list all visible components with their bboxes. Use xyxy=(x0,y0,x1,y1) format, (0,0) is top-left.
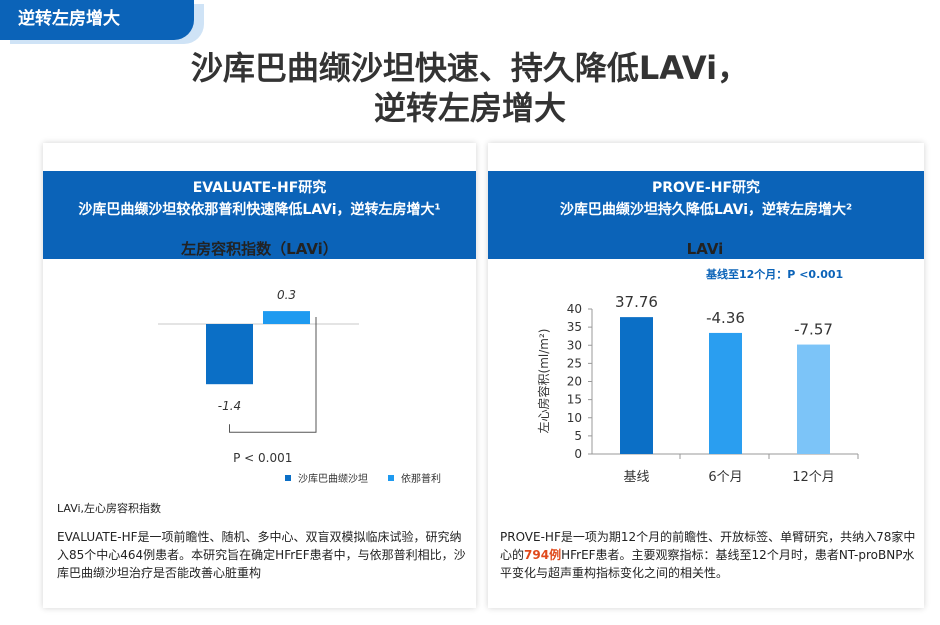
bar-label-3: -7.57 xyxy=(794,321,833,339)
bar-label-2: 0.3 xyxy=(277,288,296,302)
x-tick-label-2: 6个月 xyxy=(708,470,742,485)
legend-swatch-2 xyxy=(388,475,394,481)
headline-line1: 沙库巴曲缬沙坦快速、持久降低LAVi， xyxy=(190,49,750,87)
bar-label-1: 37.76 xyxy=(615,293,658,311)
y-tick-label-25: 25 xyxy=(567,356,582,370)
evaluate-chart: -1.4 0.3 P < 0.001 沙库巴曲缬沙坦 依那普利 xyxy=(158,288,441,485)
bar-label-2: -4.36 xyxy=(706,309,745,327)
y-tick-label-30: 30 xyxy=(567,338,582,352)
bar-1 xyxy=(620,317,653,454)
prove-description: PROVE-HF是一项为期12个月的前瞻性、开放标签、单臂研究，共纳入78家中心… xyxy=(500,528,918,582)
y-tick-label-20: 20 xyxy=(567,375,582,389)
prove-header-subtitle: 沙库巴曲缬沙坦持久降低LAVi，逆转左房增大² xyxy=(559,202,853,218)
x-tick-label-3: 12个月 xyxy=(792,470,835,485)
evaluate-header-subtitle: 沙库巴曲缬沙坦较依那普利快速降低LAVi，逆转左房增大¹ xyxy=(78,202,441,218)
bar-2 xyxy=(263,311,310,324)
bar-3 xyxy=(797,344,830,454)
comparison-bracket xyxy=(229,317,317,433)
x-tick-label-1: 基线 xyxy=(623,470,649,485)
prove-header-title: PROVE-HF研究 xyxy=(651,180,761,196)
evaluate-header: EVALUATE-HF研究 沙库巴曲缬沙坦较依那普利快速降低LAVi，逆转左房增… xyxy=(43,171,476,259)
prove-p-value: 基线至12个月：P <0.001 xyxy=(706,268,844,281)
y-tick-label-10: 10 xyxy=(567,411,582,425)
y-tick-label-35: 35 xyxy=(567,320,582,334)
evaluate-description: EVALUATE-HF是一项前瞻性、随机、多中心、双盲双模拟临床试验，研究纳入8… xyxy=(57,530,466,580)
legend-swatch-1 xyxy=(285,475,291,481)
prove-desc-part2: HFrEF患者。主要观察指标：基线至12个月时，患者NT-proBNP水平变化与… xyxy=(500,548,915,580)
y-tick-label-5: 5 xyxy=(574,429,582,443)
evaluate-footnote: LAVi,左心房容积指数 xyxy=(57,502,162,515)
bar-label-1: -1.4 xyxy=(218,399,241,413)
legend-label-1: 沙库巴曲缬沙坦 xyxy=(298,472,368,485)
legend-label-2: 依那普利 xyxy=(401,472,441,485)
prove-desc-highlight: 794例 xyxy=(524,548,562,562)
evaluate-panel: EVALUATE-HF研究 沙库巴曲缬沙坦较依那普利快速降低LAVi，逆转左房增… xyxy=(43,143,476,608)
prove-chart: 0 5 10 15 20 25 30 35 40 左心房容积(ml/m²) 37.76 基线 -4.36… xyxy=(536,293,859,485)
evaluate-header-title: EVALUATE-HF研究 xyxy=(192,180,327,196)
p-value-label: P < 0.001 xyxy=(233,451,292,465)
prove-panel: PROVE-HF研究 沙库巴曲缬沙坦持久降低LAVi，逆转左房增大² LAVi … xyxy=(488,143,924,608)
prove-chart-title: LAVi xyxy=(686,240,724,258)
evaluate-chart-title: 左房容积指数（LAVi） xyxy=(181,240,338,258)
y-axis-label: 左心房容积(ml/m²) xyxy=(536,329,551,434)
y-tick-label-15: 15 xyxy=(567,393,582,407)
bar-2 xyxy=(709,332,742,454)
prove-header: PROVE-HF研究 沙库巴曲缬沙坦持久降低LAVi，逆转左房增大² xyxy=(488,171,924,259)
prove-desc-part1: PROVE-HF是一项为期12个月的前瞻性、开放标签、单臂研究，共纳入78家中心… xyxy=(500,530,916,562)
bar-1 xyxy=(206,324,253,385)
headline-line2: 逆转左房增大 xyxy=(373,89,566,127)
y-tick-label-0: 0 xyxy=(574,447,582,461)
y-tick-label-40: 40 xyxy=(567,302,582,316)
section-tag: 逆转左房增大 xyxy=(0,0,194,40)
